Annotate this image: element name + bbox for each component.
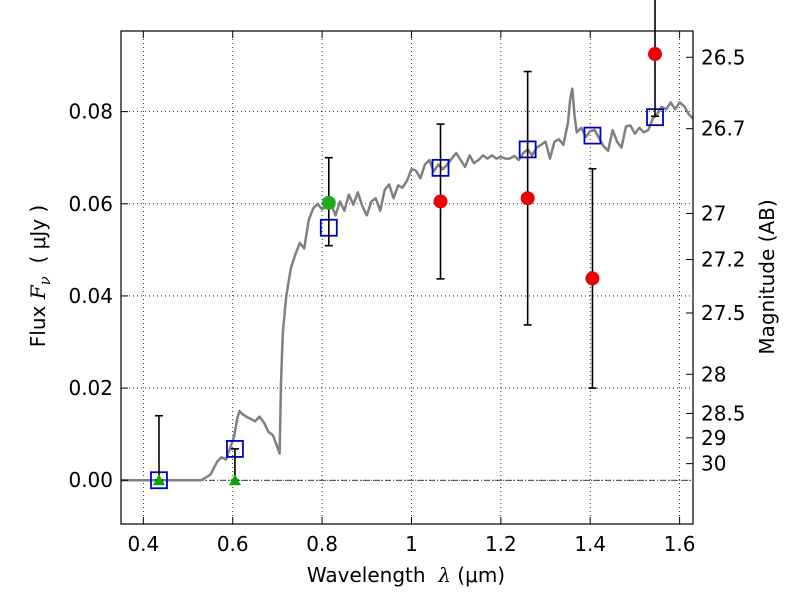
x-tick-label: 1 [405,532,418,556]
right-axis-label: Magnitude (AB) [755,199,779,354]
right-tick-label: 30 [701,452,726,476]
right-tick-label: 28.5 [701,401,746,425]
right-tick-label: 27 [701,201,726,225]
x-tick-label: 0.8 [306,532,338,556]
right-tick-label: 28 [701,362,726,386]
x-tick-label: 1.4 [574,532,606,556]
right-tick-label: 26.5 [701,45,746,69]
right-tick-label: 27.2 [701,248,746,272]
flux-circle-marker [520,191,535,206]
y-axis-label: Flux Fν ( μJy ) [26,205,54,347]
model-square-marker [583,126,602,145]
limit-triangle-marker [152,474,165,486]
x-tick-label: 1.6 [664,532,696,556]
flux-circle-marker [648,47,663,62]
flux-circle-marker [585,271,600,286]
y-tick-label: 0.02 [68,376,113,400]
sed-line [121,87,693,482]
flux-circle-marker [321,195,336,210]
right-tick-label: 27.5 [701,301,746,325]
y-tick-label: 0.08 [68,100,113,124]
x-tick-label: 0.4 [127,532,159,556]
y-tick-label: 0.04 [68,284,113,308]
limit-triangle-marker [228,474,241,486]
x-tick-label: 0.6 [217,532,249,556]
x-tick-label: 1.2 [485,532,517,556]
y-tick-label: 0.06 [68,192,113,216]
plot-frame [120,30,694,525]
ticks-layer: 0.4 0.6 0.8 1 1.2 1.4 1.6 0.00 0.02 0.04 0.06 0.08 2… [68,31,746,556]
markers-layer [150,0,664,490]
flux-circle-marker [433,194,448,209]
data-layer [121,87,693,482]
y-tick-label: 0.00 [68,468,113,492]
right-tick-label: 26.7 [701,117,746,141]
right-tick-label: 29 [701,426,726,450]
x-axis-label: Wavelength λ (μm) [307,563,505,587]
